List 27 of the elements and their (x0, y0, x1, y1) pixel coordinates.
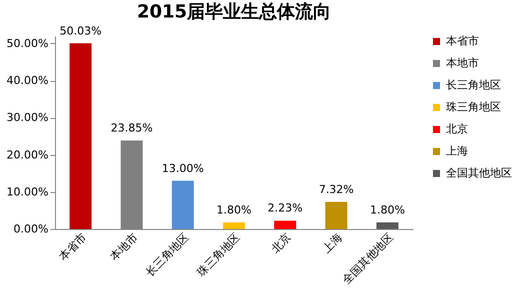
x-tick-label: 北京 (268, 230, 294, 256)
data-label: 2.23% (268, 202, 303, 215)
legend-label: 本地市 (446, 56, 479, 70)
legend-label: 北京 (446, 122, 468, 136)
data-label: 23.85% (110, 121, 153, 134)
data-label: 7.32% (318, 182, 354, 196)
data-label: 1.80% (370, 203, 405, 216)
x-tick-label: 上海 (320, 230, 345, 256)
data-label: 1.80% (216, 203, 252, 216)
legend-label: 全国其他地区 (446, 166, 512, 180)
y-tick-label: 50.00% (6, 36, 48, 50)
y-tick-label: 0.00% (14, 222, 48, 236)
y-tick-label: 30.00% (6, 111, 48, 124)
y-tick-label: 10.00% (6, 185, 48, 198)
data-label: 50.03% (60, 24, 102, 38)
chart-title: 2015届毕业生总体流向 (136, 1, 332, 22)
legend-label: 长三角地区 (446, 78, 501, 92)
y-tick-label: 40.00% (6, 74, 48, 88)
y-tick-label: 20.00% (6, 148, 48, 162)
x-tick-label: 本省市 (56, 230, 90, 264)
x-tick-label: 本地市 (108, 230, 140, 264)
x-tick-label: 珠三角地区 (194, 230, 242, 279)
x-tick-label: 长三角地区 (143, 230, 192, 279)
legend-label: 珠三角地区 (446, 100, 501, 114)
data-label: 13.00% (162, 162, 204, 175)
legend-label: 本省市 (446, 34, 479, 48)
legend-label: 上海 (446, 144, 468, 158)
